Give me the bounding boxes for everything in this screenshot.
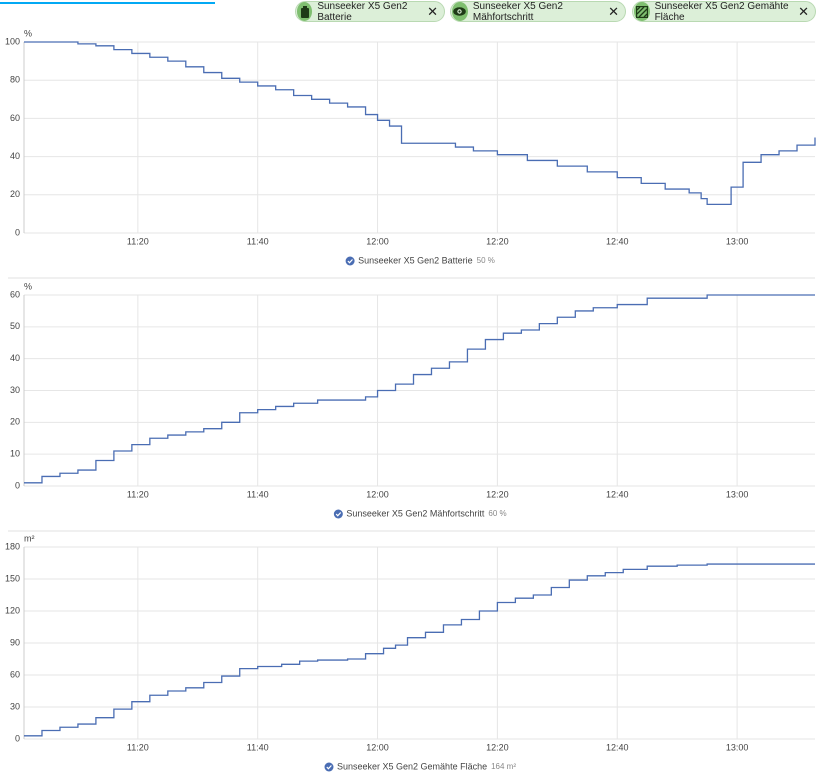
y-tick-label: 60 — [10, 113, 20, 123]
tab-indicator — [0, 2, 215, 4]
y-unit: % — [24, 281, 32, 291]
x-tick-label: 11:20 — [127, 236, 149, 246]
x-tick-label: 11:20 — [127, 742, 149, 752]
eye-icon — [453, 7, 467, 16]
filter-chip[interactable]: Sunseeker X5 Gen2 Gemähte Fläche ✕ — [632, 0, 816, 23]
legend-check — [333, 509, 343, 519]
x-tick-label: 12:20 — [486, 489, 509, 499]
y-tick-label: 30 — [10, 385, 20, 395]
x-tick-label: 12:00 — [366, 742, 389, 752]
y-tick-label: 90 — [10, 637, 20, 647]
legend-check-mark — [347, 259, 353, 264]
y-tick-label: 0 — [15, 733, 20, 743]
legend-label: Sunseeker X5 Gen2 Gemähte Fläche — [337, 761, 487, 771]
y-tick-label: 180 — [5, 541, 20, 551]
y-tick-label: 50 — [10, 321, 20, 331]
x-tick-label: 13:00 — [726, 489, 749, 499]
y-tick-label: 10 — [10, 449, 20, 459]
x-tick-label: 12:20 — [486, 236, 509, 246]
chip-label: Sunseeker X5 Gen2 Gemähte Fläche — [654, 0, 789, 23]
y-tick-label: 20 — [10, 417, 20, 427]
legend-state: 60 % — [488, 509, 506, 518]
x-tick-label: 11:40 — [247, 742, 269, 752]
legend-check — [324, 762, 334, 772]
legend-check-mark — [326, 765, 332, 770]
x-tick-label: 12:40 — [606, 236, 629, 246]
y-tick-label: 30 — [10, 701, 20, 711]
legend-label: Sunseeker X5 Gen2 Batterie — [358, 255, 473, 265]
chip-icon — [634, 2, 650, 21]
series-line — [24, 294, 815, 484]
battery-icon — [300, 5, 309, 18]
legend-label: Sunseeker X5 Gen2 Mähfortschritt — [346, 508, 485, 518]
filter-chip[interactable]: Sunseeker X5 Gen2 Mähfortschritt ✕ — [450, 0, 626, 23]
legend-check-mark — [335, 512, 342, 517]
y-tick-label: 40 — [10, 151, 20, 161]
x-tick-label: 13:00 — [726, 742, 749, 752]
legend-state: 164 m² — [491, 762, 516, 771]
y-tick-label: 60 — [10, 289, 20, 299]
x-tick-label: 11:20 — [127, 489, 149, 499]
y-tick-label: 120 — [5, 605, 20, 615]
chip-remove[interactable]: ✕ — [798, 4, 809, 19]
x-tick-label: 11:40 — [247, 489, 269, 499]
y-tick-label: 80 — [10, 75, 20, 85]
y-tick-label: 40 — [10, 353, 20, 363]
x-tick-label: 12:20 — [486, 742, 509, 752]
chip-remove[interactable]: ✕ — [608, 4, 619, 19]
legend-state: 50 % — [477, 256, 495, 265]
legend-check — [345, 256, 355, 266]
legend-item[interactable]: Sunseeker X5 Gen2 Gemähte Fläche 164 m² — [324, 761, 517, 772]
chip-icon — [297, 2, 313, 21]
x-tick-label: 12:00 — [366, 236, 389, 246]
y-tick-label: 150 — [5, 573, 20, 583]
y-tick-label: 0 — [15, 227, 20, 237]
filter-chip[interactable]: Sunseeker X5 Gen2 Batterie ✕ — [295, 0, 445, 23]
y-unit: m² — [24, 533, 35, 543]
legend-item[interactable]: Sunseeker X5 Gen2 Mähfortschritt 60 % — [333, 508, 507, 519]
chip-label: Sunseeker X5 Gen2 Mähfortschritt — [472, 0, 563, 23]
y-tick-label: 20 — [10, 189, 20, 199]
y-tick-label: 100 — [5, 36, 20, 46]
area-icon — [635, 5, 648, 18]
chip-remove[interactable]: ✕ — [427, 4, 438, 19]
x-tick-label: 13:00 — [726, 236, 749, 246]
x-tick-label: 12:40 — [606, 489, 629, 499]
x-tick-label: 12:40 — [606, 742, 629, 752]
y-tick-label: 0 — [15, 480, 20, 490]
series-line — [24, 563, 815, 737]
x-tick-label: 12:00 — [366, 489, 389, 499]
legend-item[interactable]: Sunseeker X5 Gen2 Batterie 50 % — [345, 255, 495, 266]
chip-label: Sunseeker X5 Gen2 Batterie — [317, 0, 408, 23]
x-tick-label: 11:40 — [247, 236, 269, 246]
series-line — [24, 41, 816, 205]
y-tick-label: 60 — [10, 669, 20, 679]
y-unit: % — [24, 28, 32, 38]
chip-icon — [452, 2, 468, 21]
